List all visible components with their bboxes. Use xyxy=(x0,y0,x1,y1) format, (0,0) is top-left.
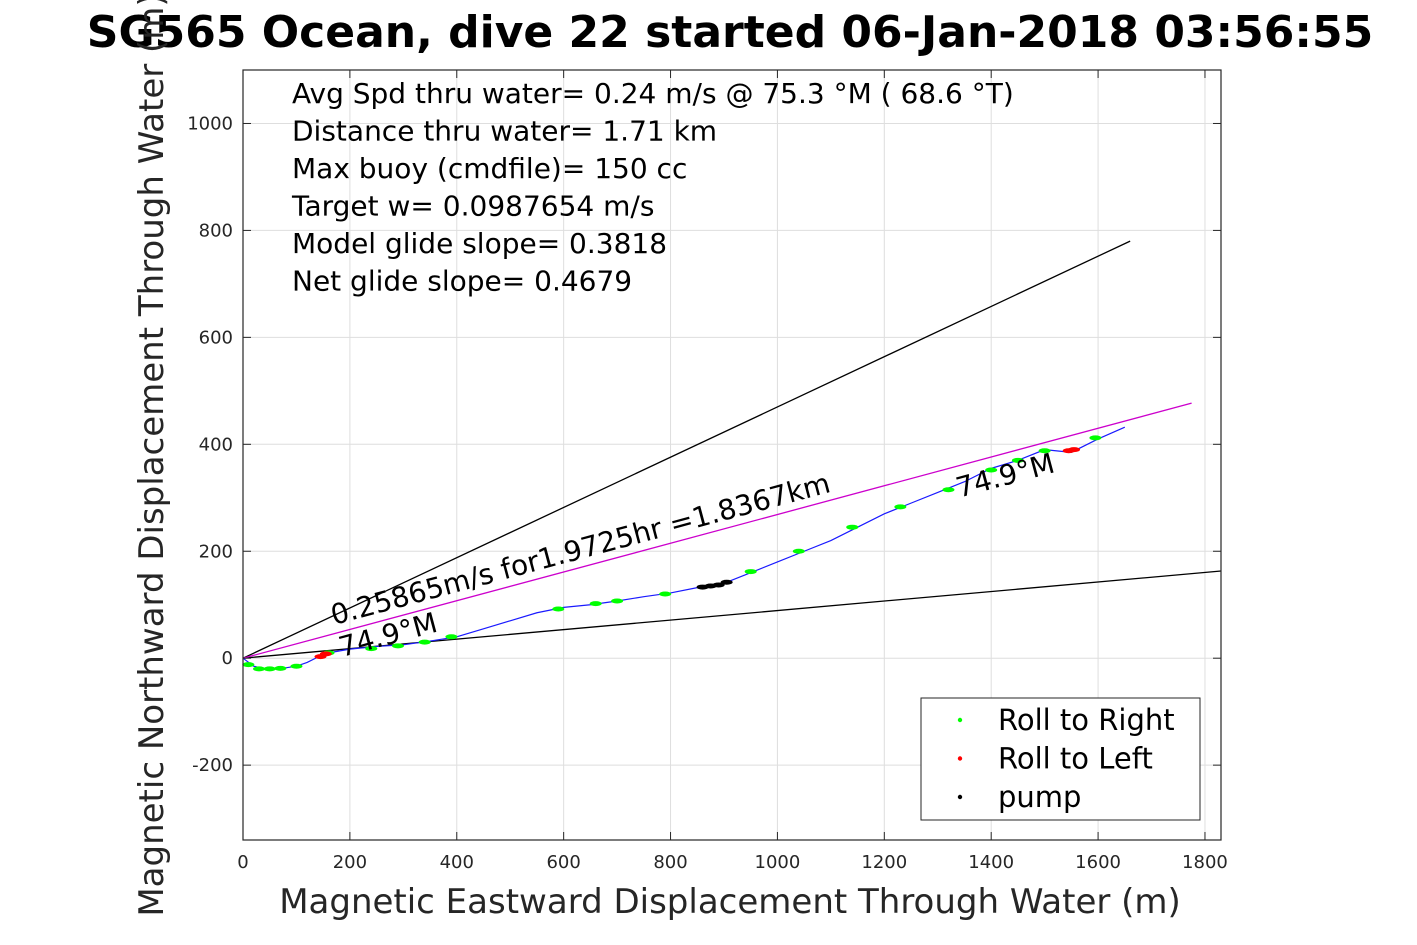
x-axis-label: Magnetic Eastward Displacement Through W… xyxy=(279,882,1181,922)
x-tick-label: 1800 xyxy=(1182,852,1228,873)
x-tick-label: 600 xyxy=(546,852,580,873)
legend-label: pump xyxy=(998,780,1081,814)
x-tick-label: 1600 xyxy=(1075,852,1121,873)
y-tick-labels: -200 0 200 400 600 800 1000 xyxy=(187,113,233,776)
roll-right-marker xyxy=(894,504,907,510)
roll-right-marker xyxy=(611,598,624,604)
stats-line: Model glide slope= 0.3818 xyxy=(292,227,667,260)
chart-title: SG565 Ocean, dive 22 started 06-Jan-2018… xyxy=(87,7,1373,58)
roll-right-marker xyxy=(985,467,998,473)
x-tick-label: 1200 xyxy=(861,852,907,873)
y-tick-label: 800 xyxy=(199,220,233,241)
pump-marker xyxy=(720,579,733,585)
x-tick-label: 800 xyxy=(653,852,687,873)
legend-label: Roll to Right xyxy=(998,703,1175,737)
x-tick-label: 1400 xyxy=(968,852,1014,873)
legend-label: Roll to Left xyxy=(998,742,1153,776)
roll-right-marker xyxy=(445,634,458,640)
reference-lines xyxy=(242,240,1222,659)
legend-marker xyxy=(957,717,963,723)
legend: Roll to Right Roll to Left pump xyxy=(920,697,1201,821)
roll-right-marker xyxy=(418,639,431,645)
roll-right-marker xyxy=(274,665,287,671)
roll-right-marker xyxy=(942,487,955,493)
legend-box xyxy=(920,697,1201,821)
roll-right-marker xyxy=(552,606,565,612)
stats-text-block: Avg Spd thru water= 0.24 m/s @ 75.3 °M (… xyxy=(291,77,1014,298)
stats-line: Net glide slope= 0.4679 xyxy=(292,265,632,298)
roll-right-marker xyxy=(744,569,757,575)
y-tick-label: 1000 xyxy=(187,113,233,134)
x-tick-label: 400 xyxy=(440,852,474,873)
stats-line: Max buoy (cmdfile)= 150 cc xyxy=(292,152,687,185)
tick-marks xyxy=(242,70,1221,840)
plot-frame xyxy=(242,69,1222,841)
x-tick-label: 1000 xyxy=(755,852,801,873)
y-tick-label: 400 xyxy=(199,434,233,455)
roll-markers xyxy=(242,435,1102,672)
roll-right-marker xyxy=(391,643,404,649)
y-axis-label: Magnetic Northward Displacement Through … xyxy=(132,0,172,917)
roll-right-marker xyxy=(1011,457,1024,463)
series-reference-line xyxy=(242,402,1192,659)
stats-line: Distance thru water= 1.71 km xyxy=(292,115,717,148)
plot-area xyxy=(242,69,1222,841)
roll-left-marker xyxy=(1068,447,1081,453)
roll-right-marker xyxy=(242,662,255,668)
x-tick-labels: 0 200 400 600 800 1000 1200 1400 1600 1800 xyxy=(237,852,1228,873)
y-tick-label: 200 xyxy=(199,541,233,562)
x-tick-label: 0 xyxy=(237,852,248,873)
roll-right-marker xyxy=(253,666,266,672)
x-tick-label: 200 xyxy=(333,852,367,873)
stats-line: Avg Spd thru water= 0.24 m/s @ 75.3 °M (… xyxy=(292,77,1014,110)
series-track-line xyxy=(242,426,1126,670)
roll-right-marker xyxy=(290,663,303,669)
roll-right-marker xyxy=(365,646,378,652)
roll-right-marker xyxy=(263,666,276,672)
legend-marker xyxy=(957,756,963,761)
roll-right-marker xyxy=(792,548,805,554)
roll-right-marker xyxy=(589,601,602,607)
dive-track xyxy=(242,426,1126,670)
roll-right-marker xyxy=(846,524,859,530)
roll-right-marker xyxy=(1038,448,1051,454)
legend-entries: Roll to Right Roll to Left pump xyxy=(957,703,1175,814)
series-reference-line xyxy=(242,240,1131,659)
y-tick-label: 600 xyxy=(199,327,233,348)
series-reference-line xyxy=(242,570,1222,659)
stats-line: Target w= 0.0987654 m/s xyxy=(291,190,654,223)
y-tick-label: 0 xyxy=(222,648,233,669)
roll-right-marker xyxy=(1089,435,1102,441)
pump-marker xyxy=(712,582,725,588)
y-tick-label: -200 xyxy=(192,755,233,776)
roll-left-marker xyxy=(319,651,332,657)
roll-right-marker xyxy=(659,591,672,597)
legend-marker xyxy=(957,794,963,800)
